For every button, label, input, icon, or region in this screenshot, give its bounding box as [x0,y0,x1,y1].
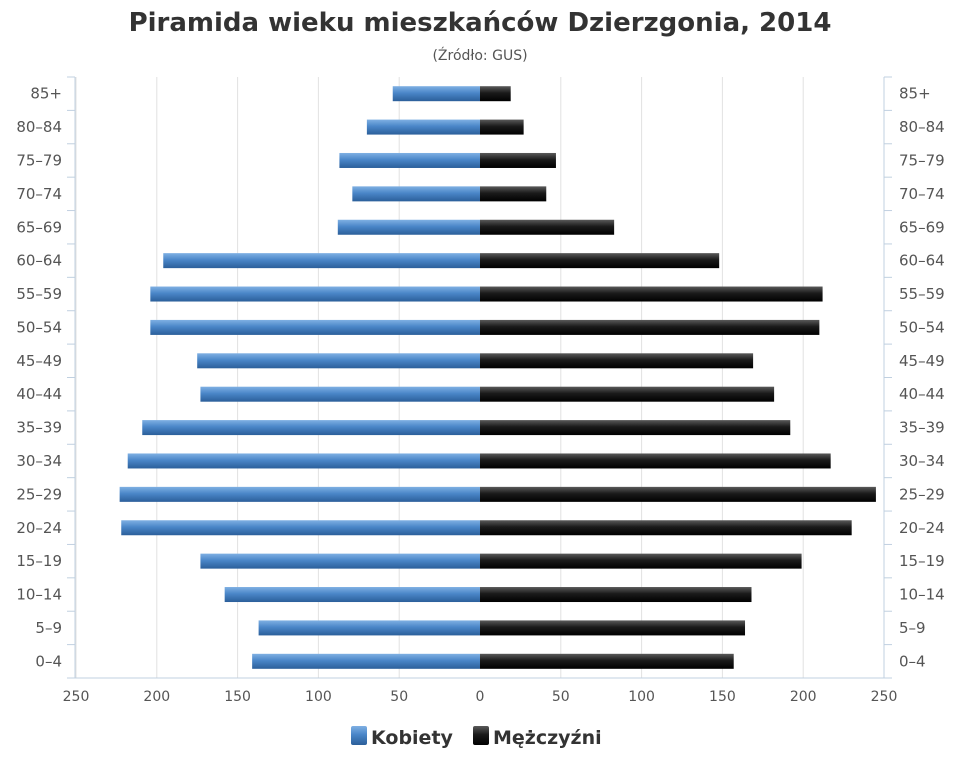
category-label-left: 40–44 [16,385,62,403]
bar-mezczyzni-25–29 [480,486,876,502]
bars [119,86,876,669]
category-label-right: 85+ [899,85,931,103]
bar-mezczyzni-65–69 [480,219,615,235]
legend-label-kobiety: Kobiety [371,727,454,749]
bar-mezczyzni-75–79 [480,152,556,168]
category-label-left: 25–29 [16,485,62,503]
bar-kobiety-60–64 [163,253,481,269]
category-label-right: 0–4 [899,652,926,670]
bar-kobiety-40–44 [200,386,480,402]
bar-mezczyzni-85+ [480,86,511,102]
bar-kobiety-55–59 [150,286,480,302]
category-label-left: 10–14 [16,586,62,604]
category-label-left: 35–39 [16,419,62,437]
bar-kobiety-80–84 [366,119,480,135]
x-tick-label: 50 [552,689,570,705]
category-label-left: 85+ [30,85,62,103]
bar-kobiety-15–19 [200,553,480,569]
bar-mezczyzni-70–74 [480,186,547,202]
bar-kobiety-85+ [392,86,480,102]
category-label-right: 45–49 [899,352,945,370]
category-label-left: 70–74 [16,185,62,203]
category-label-right: 50–54 [899,318,945,336]
bar-mezczyzni-0–4 [480,653,734,669]
category-label-left: 60–64 [16,252,62,270]
bar-mezczyzni-60–64 [480,253,720,269]
x-tick-label: 200 [143,689,170,705]
bar-kobiety-20–24 [121,520,481,536]
legend-swatch-kobiety [351,726,367,745]
bar-kobiety-50–54 [150,319,480,335]
bar-kobiety-5–9 [258,620,480,636]
category-label-left: 55–59 [16,285,62,303]
bar-kobiety-0–4 [252,653,480,669]
category-labels: 0–4 0–4 5–9 5–9 10–14 10–14 15–19 15–19 20–24 20–… [16,85,944,671]
bar-mezczyzni-15–19 [480,553,802,569]
bar-mezczyzni-40–44 [480,386,775,402]
bar-mezczyzni-45–49 [480,353,754,369]
axes [67,76,892,679]
bar-kobiety-70–74 [352,186,480,202]
bar-mezczyzni-5–9 [480,620,746,636]
category-label-left: 30–34 [16,452,62,470]
bar-mezczyzni-55–59 [480,286,823,302]
bar-mezczyzni-30–34 [480,453,831,469]
category-label-right: 25–29 [899,485,945,503]
bar-mezczyzni-20–24 [480,520,852,536]
x-tick-label: 50 [390,689,408,705]
legend-item-kobiety[interactable]: Kobiety [351,726,454,749]
category-label-right: 40–44 [899,385,945,403]
category-label-left: 80–84 [16,118,62,136]
bar-mezczyzni-50–54 [480,319,820,335]
legend-item-mezczyzni[interactable]: Mężczyźni [473,726,602,749]
x-tick-label: 100 [628,689,655,705]
chart-title: Piramida wieku mieszkańców Dzierzgonia, … [129,8,832,38]
category-label-left: 0–4 [35,652,62,670]
x-tick-label: 100 [305,689,332,705]
category-label-right: 20–24 [899,519,945,537]
x-tick-label: 250 [63,689,90,705]
category-label-left: 5–9 [35,619,62,637]
category-label-right: 5–9 [899,619,926,637]
category-label-right: 30–34 [899,452,945,470]
x-tick-label: 0 [476,689,485,705]
category-label-left: 15–19 [16,552,62,570]
chart-subtitle: (Źródło: GUS) [432,46,527,64]
bar-mezczyzni-10–14 [480,587,752,603]
category-label-left: 50–54 [16,318,62,336]
legend: Kobiety Mężczyźni [351,726,602,749]
x-tick-label: 150 [709,689,736,705]
category-label-right: 15–19 [899,552,945,570]
x-tick-labels: 250 200 150 100 50 0 50 100 150 200 250 [63,689,898,705]
bar-mezczyzni-35–39 [480,420,791,436]
bar-kobiety-45–49 [197,353,480,369]
bar-mezczyzni-80–84 [480,119,524,135]
bar-kobiety-65–69 [337,219,480,235]
category-label-right: 80–84 [899,118,945,136]
category-label-left: 65–69 [16,218,62,236]
legend-swatch-mezczyzni [473,726,489,745]
x-tick-label: 200 [790,689,817,705]
x-tick-label: 150 [224,689,251,705]
category-label-right: 55–59 [899,285,945,303]
x-tick-label: 250 [871,689,898,705]
category-label-right: 35–39 [899,419,945,437]
bar-kobiety-30–34 [127,453,480,469]
category-label-left: 45–49 [16,352,62,370]
bar-kobiety-75–79 [339,152,480,168]
category-label-right: 10–14 [899,586,945,604]
bar-kobiety-10–14 [224,587,480,603]
category-label-right: 70–74 [899,185,945,203]
category-label-right: 75–79 [899,151,945,169]
category-label-left: 75–79 [16,151,62,169]
bar-kobiety-35–39 [142,420,481,436]
bar-kobiety-25–29 [119,486,480,502]
legend-label-mezczyzni: Mężczyźni [493,727,602,749]
category-label-right: 65–69 [899,218,945,236]
category-label-left: 20–24 [16,519,62,537]
category-label-right: 60–64 [899,252,945,270]
